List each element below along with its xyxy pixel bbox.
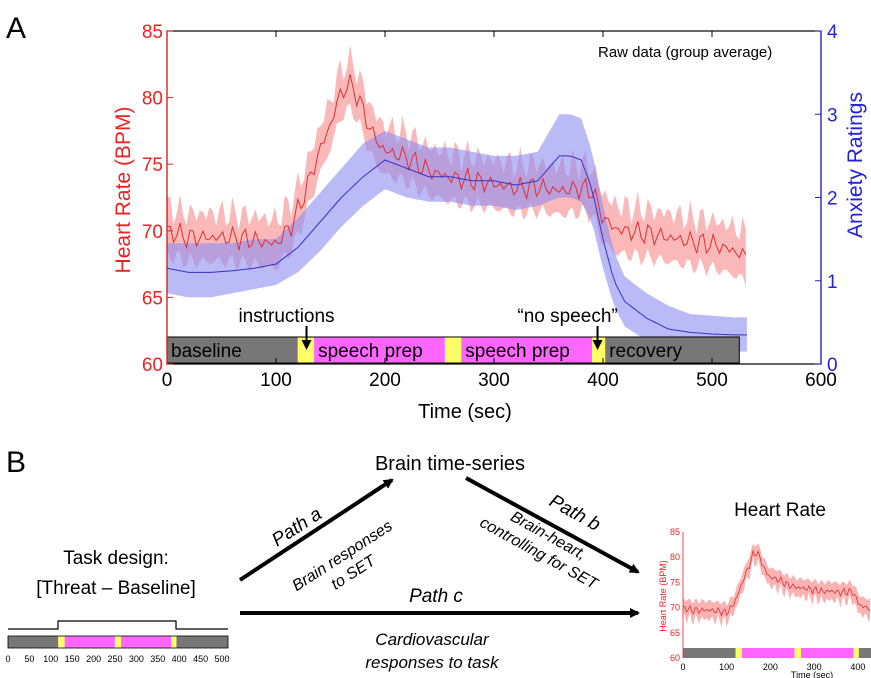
task-phase-segment <box>121 636 172 648</box>
x-tick-label: 0 <box>162 370 173 391</box>
event-label: instructions <box>238 306 334 327</box>
y-left-tick-label: 75 <box>142 155 163 176</box>
inset-band <box>683 542 871 628</box>
inset-x-tick-label: 100 <box>719 662 734 672</box>
phase-label: speech prep <box>465 341 570 362</box>
phase-label: speech prep <box>318 341 423 362</box>
task-boxcar <box>8 620 228 630</box>
inset-y-tick-label: 85 <box>670 527 680 537</box>
inset-x-tick-label: 200 <box>763 662 778 672</box>
y-left-tick-label: 70 <box>142 222 163 243</box>
y-left-tick-label: 60 <box>142 355 163 376</box>
y-right-tick-label: 3 <box>827 105 838 126</box>
inset-phase-segment <box>742 648 795 658</box>
task-design-schematic: 0 50 100 150 200 250 300 350 400 450 500 <box>5 620 230 664</box>
task-phase-frame <box>7 635 229 649</box>
event-arrowhead <box>301 340 312 350</box>
inset-heart-rate-chart: 60 65 70 75 80 85 0 100 200 300 400 <box>670 527 871 672</box>
inset-x-label: Time (sec) <box>791 670 833 678</box>
task-tick-label: 100 <box>43 654 58 664</box>
inset-x-tick-label: 0 <box>680 662 685 672</box>
task-design-title: Task design: <box>63 548 169 569</box>
phase-label: baseline <box>171 341 242 362</box>
y-left-tick-label: 80 <box>142 89 163 110</box>
task-phase-segment <box>171 636 177 648</box>
x-tick-label: 600 <box>805 370 837 391</box>
phase-segment <box>314 337 445 363</box>
inset-x-tick-label: 400 <box>850 662 865 672</box>
inset-y-tick-label: 60 <box>670 653 680 663</box>
task-phase-segment <box>58 636 65 648</box>
inset-phase-segment <box>735 648 743 658</box>
heart-anxiety-chart: baseline speech prep speech prep recovery 0… <box>142 22 838 391</box>
phase-segment <box>461 337 593 363</box>
inset-y-tick-label: 70 <box>670 603 680 613</box>
task-phase-segment <box>176 636 228 648</box>
y-right-axis-label: Anxiety Ratings <box>844 92 867 238</box>
inset-phase-segment <box>801 648 854 658</box>
inset-x-tick-label: 300 <box>807 662 822 672</box>
phase-segment <box>444 337 462 363</box>
task-tick-label: 500 <box>214 654 229 664</box>
phase-segment <box>297 337 315 363</box>
inset-y-tick-label: 65 <box>670 628 680 638</box>
brain-timeseries-title: Brain time-series <box>375 453 525 475</box>
raw-data-annotation: Raw data (group average) <box>598 44 772 61</box>
path-c-desc-1: Cardiovascular <box>375 630 490 649</box>
inset-y-label: Heart Rate (BPM) <box>658 560 668 632</box>
task-tick-label: 150 <box>65 654 80 664</box>
anxiety-line <box>166 155 747 336</box>
task-tick-label: 0 <box>5 654 10 664</box>
panel-a-label: A <box>6 12 26 45</box>
y-right-tick-label: 1 <box>827 272 838 293</box>
heart-rate-line <box>166 74 747 259</box>
task-phase-segment <box>64 636 115 648</box>
panel-b-label: B <box>6 446 26 479</box>
inset-phase-segment <box>853 648 859 658</box>
y-right-tick-label: 4 <box>827 22 838 43</box>
task-tick-label: 450 <box>193 654 208 664</box>
phase-label: recovery <box>609 341 682 362</box>
task-tick-label: 50 <box>24 654 34 664</box>
inset-line <box>682 549 871 617</box>
inset-phase-segment <box>858 648 871 658</box>
path-c-label: Path c <box>409 586 463 607</box>
task-phase-segment <box>114 636 122 648</box>
x-tick-label: 200 <box>369 370 401 391</box>
inset-y-tick-label: 80 <box>670 552 680 562</box>
task-design-subtitle: [Threat – Baseline] <box>36 578 195 599</box>
x-axis-label: Time (sec) <box>418 401 512 423</box>
y-right-tick-label: 0 <box>827 355 838 376</box>
task-tick-label: 350 <box>150 654 165 664</box>
task-tick-label: 200 <box>86 654 101 664</box>
inset-y-tick-label: 75 <box>670 577 680 587</box>
x-tick-label: 500 <box>696 370 728 391</box>
y-left-tick-label: 65 <box>142 288 163 309</box>
x-tick-label: 100 <box>260 370 292 391</box>
x-tick-label: 400 <box>587 370 619 391</box>
y-left-tick-label: 85 <box>142 22 163 43</box>
path-c-desc-2: responses to task <box>365 653 500 672</box>
path-a-arrow <box>238 478 394 582</box>
phase-segment <box>605 337 740 363</box>
inset-title: Heart Rate <box>734 500 826 521</box>
y-left-axis-label: Heart Rate (BPM) <box>112 107 135 274</box>
task-tick-label: 250 <box>107 654 122 664</box>
phase-bar: baseline speech prep speech prep recovery <box>166 336 740 364</box>
inset-phase-segment <box>683 648 736 658</box>
path-b-arrow <box>465 476 640 574</box>
task-phase-segment <box>8 636 59 648</box>
inset-phase-segment <box>794 648 802 658</box>
task-tick-label: 300 <box>129 654 144 664</box>
event-arrowhead <box>592 340 603 350</box>
task-tick-label: 400 <box>172 654 187 664</box>
x-tick-label: 300 <box>478 370 510 391</box>
event-label: “no speech” <box>517 306 617 327</box>
y-right-tick-label: 2 <box>827 189 838 210</box>
